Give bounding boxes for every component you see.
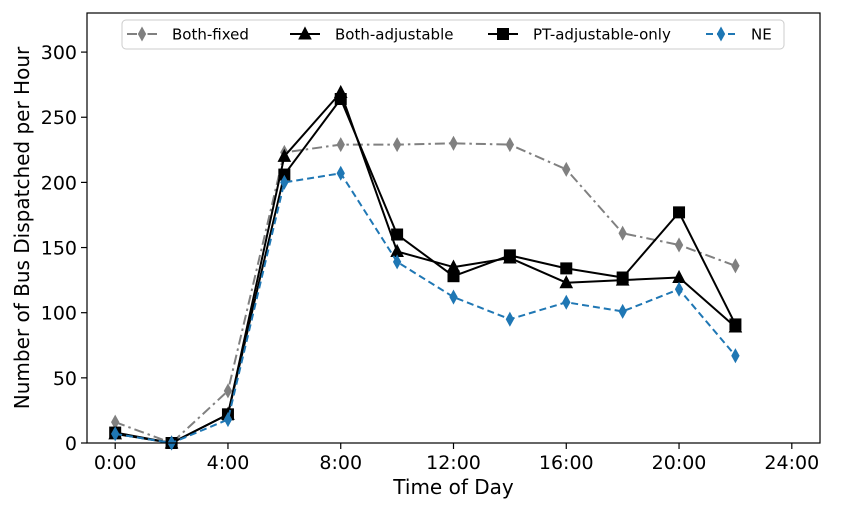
series-line bbox=[115, 172, 737, 444]
legend-label: NE bbox=[751, 26, 772, 44]
legend-entry: PT-adjustable-only bbox=[488, 26, 671, 44]
data-point bbox=[111, 426, 120, 442]
legend-marker bbox=[137, 26, 147, 42]
y-tick-label: 200 bbox=[41, 172, 77, 194]
legend-entry: Both-fixed bbox=[127, 26, 249, 44]
x-tick-label: 4:00 bbox=[207, 452, 250, 474]
data-point bbox=[560, 262, 573, 275]
data-point bbox=[277, 148, 292, 162]
data-point bbox=[334, 93, 347, 105]
x-axis-label: Time of Day bbox=[392, 475, 514, 499]
data-point bbox=[731, 258, 740, 274]
series-ne bbox=[111, 165, 740, 451]
data-point bbox=[280, 174, 289, 190]
series-line bbox=[115, 91, 737, 444]
legend-label: Both-fixed bbox=[172, 26, 249, 44]
plot-frame bbox=[86, 12, 821, 444]
series-pt-adjustable-only bbox=[109, 93, 742, 449]
x-tick-label: 12:00 bbox=[426, 452, 481, 474]
legend-box bbox=[121, 19, 785, 50]
x-tick-label: 8:00 bbox=[319, 452, 362, 474]
data-point bbox=[731, 348, 740, 364]
x-tick-label: 24:00 bbox=[764, 452, 819, 474]
data-point bbox=[618, 303, 627, 319]
data-point bbox=[562, 294, 571, 310]
data-point bbox=[392, 254, 402, 270]
series-both-adjustable bbox=[108, 84, 743, 449]
data-point bbox=[449, 289, 458, 305]
y-tick-label: 0 bbox=[65, 433, 77, 455]
x-axis: 0:00 4:00 8:00 12:00 16:00 20:00 24:00 bbox=[94, 443, 819, 474]
x-tick-label: 16:00 bbox=[539, 452, 594, 474]
data-point bbox=[336, 137, 345, 153]
legend: Both-fixed Both-adjustable PT-adjustable-o… bbox=[121, 19, 785, 50]
data-point bbox=[674, 237, 684, 253]
y-tick-label: 150 bbox=[41, 238, 77, 260]
legend-label: Both-adjustable bbox=[335, 26, 453, 44]
series-line bbox=[114, 142, 736, 444]
x-tick-label: 0:00 bbox=[94, 452, 137, 474]
data-point bbox=[336, 165, 345, 181]
y-axis: 0 50 100 150 200 250 300 bbox=[41, 42, 87, 455]
legend-entry: NE bbox=[706, 26, 772, 44]
series-line bbox=[115, 98, 737, 444]
data-point bbox=[673, 206, 686, 219]
y-tick-label: 50 bbox=[53, 368, 77, 390]
data-point bbox=[391, 228, 404, 241]
data-point bbox=[447, 270, 460, 283]
y-tick-label: 100 bbox=[41, 303, 77, 325]
data-point bbox=[505, 311, 515, 327]
legend-label: PT-adjustable-only bbox=[533, 26, 671, 44]
legend-marker bbox=[497, 28, 509, 40]
legend-entry: Both-adjustable bbox=[290, 26, 453, 44]
series-both-fixed bbox=[111, 135, 740, 451]
data-point bbox=[562, 161, 571, 177]
data-point bbox=[559, 275, 574, 289]
y-axis-label: Number of Bus Dispatched per Hour bbox=[10, 46, 34, 409]
data-point bbox=[616, 271, 629, 284]
data-point bbox=[674, 281, 684, 297]
plot-area bbox=[108, 84, 743, 451]
y-tick-label: 300 bbox=[41, 42, 77, 64]
data-point bbox=[449, 135, 458, 151]
data-point bbox=[505, 137, 515, 153]
data-point bbox=[223, 412, 233, 428]
data-point bbox=[729, 318, 742, 331]
data-point bbox=[618, 225, 627, 241]
data-point bbox=[503, 249, 516, 262]
legend-marker bbox=[716, 26, 726, 42]
y-tick-label: 250 bbox=[41, 107, 77, 129]
data-point bbox=[392, 137, 402, 153]
data-point bbox=[223, 383, 233, 399]
x-tick-label: 20:00 bbox=[652, 452, 707, 474]
legend-marker bbox=[298, 26, 312, 40]
